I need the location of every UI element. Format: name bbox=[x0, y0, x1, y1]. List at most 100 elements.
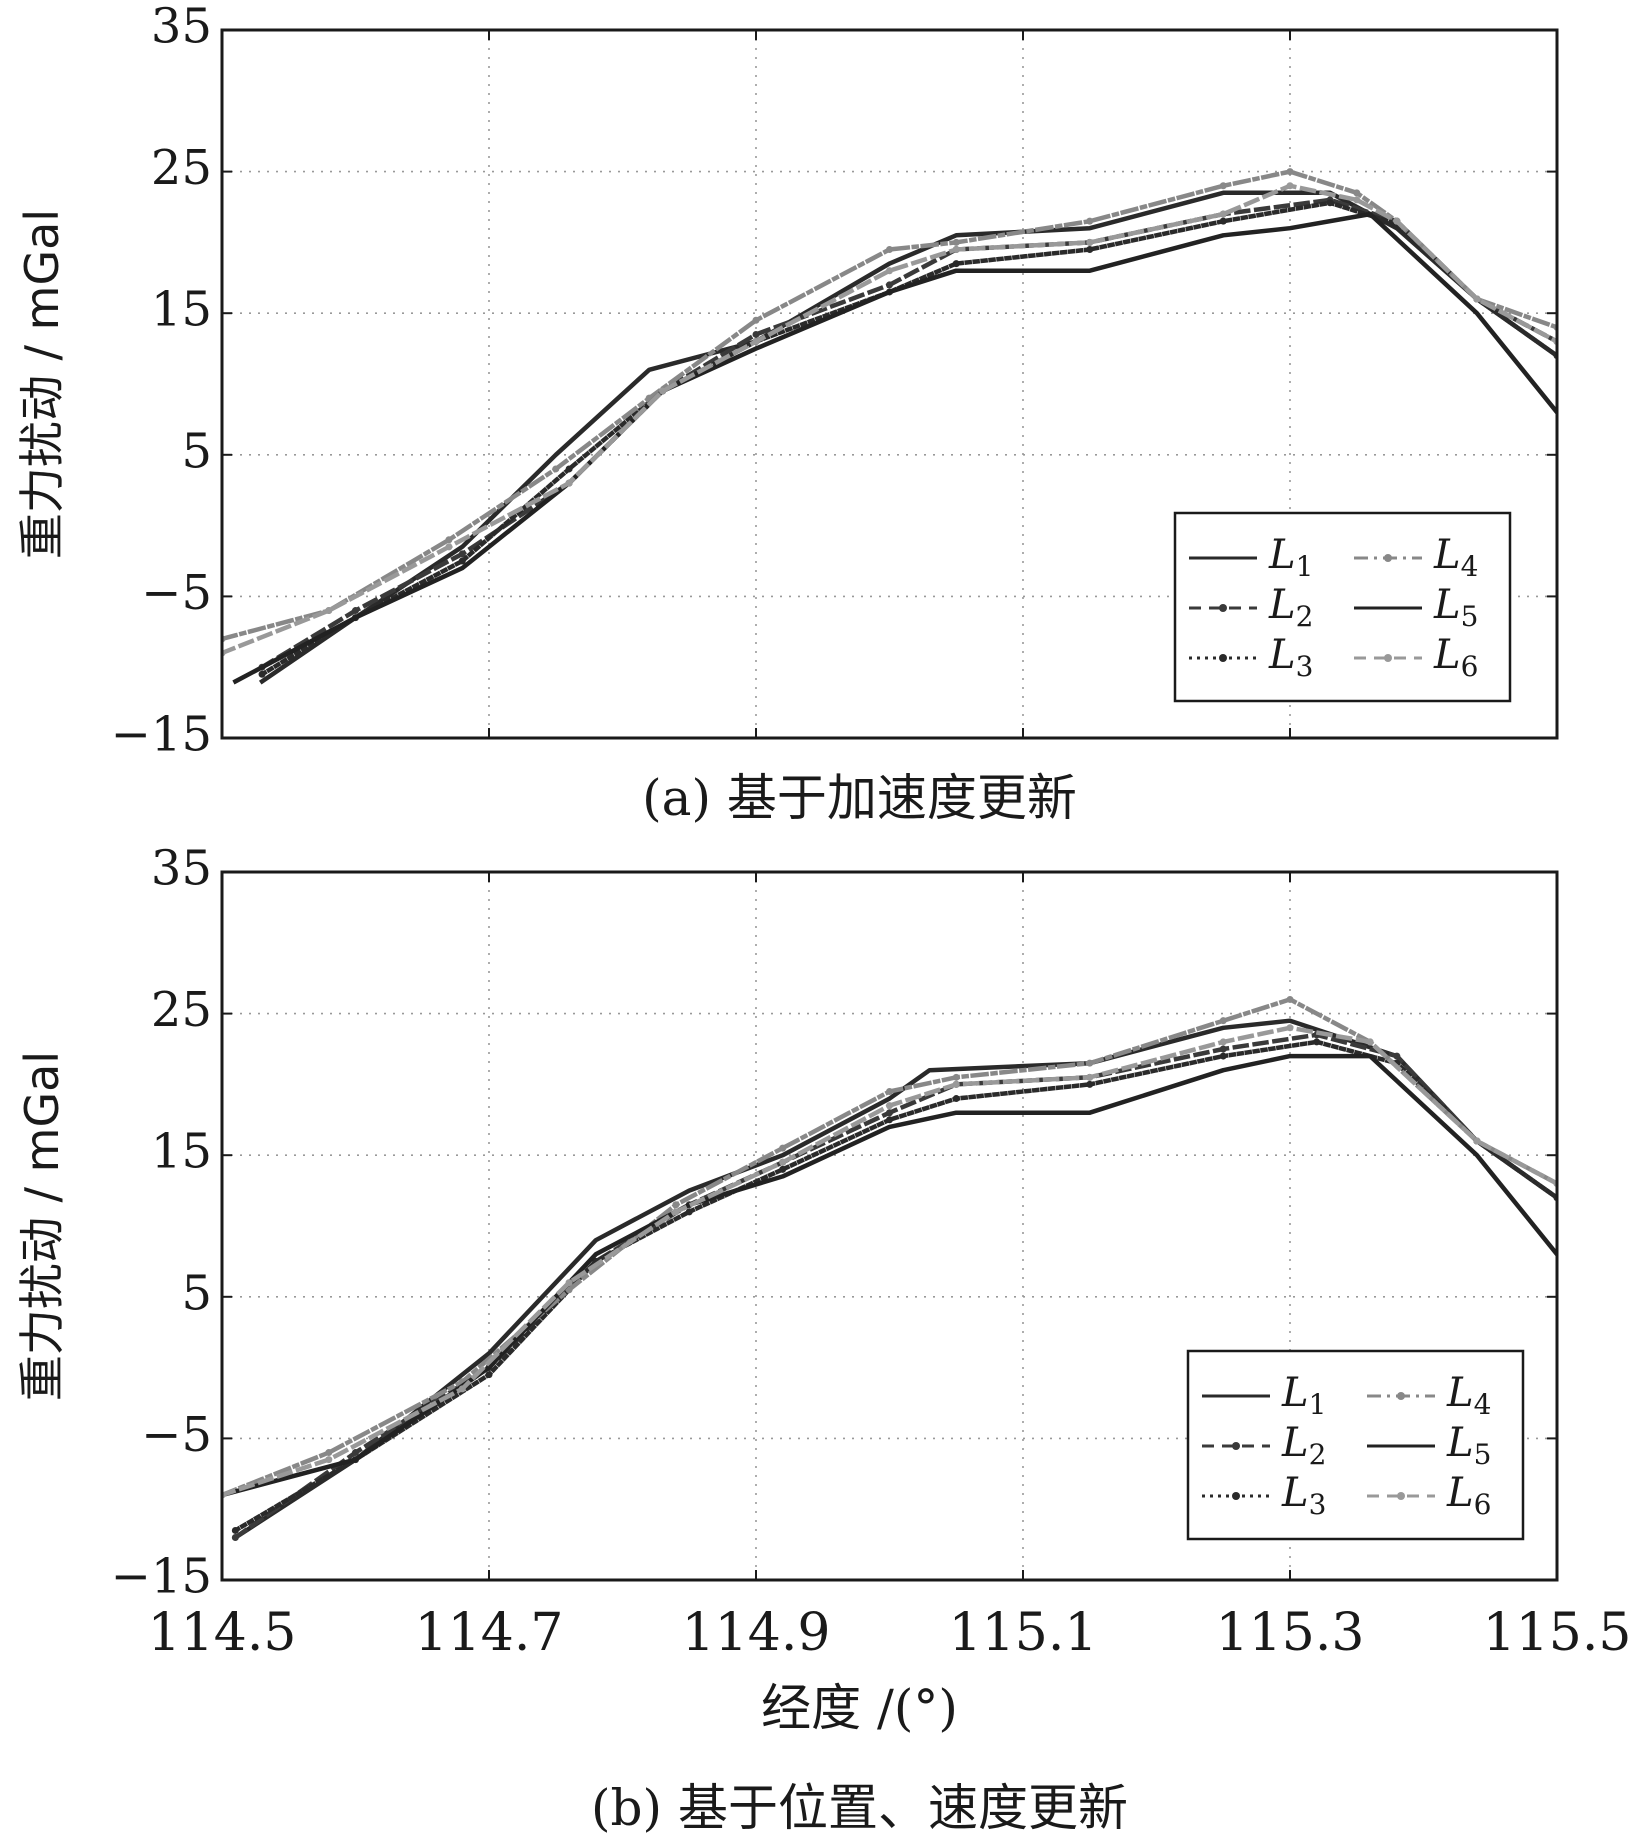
series-point-l4 bbox=[565, 1286, 573, 1294]
y-tick-label: −5 bbox=[141, 565, 212, 621]
series-point-l3 bbox=[886, 1116, 893, 1124]
series-point-l6 bbox=[325, 607, 333, 615]
series-point-l2 bbox=[886, 281, 893, 289]
series-point-l4 bbox=[325, 1449, 333, 1457]
series-point-l3 bbox=[952, 1095, 960, 1103]
series-point-l6 bbox=[1366, 1038, 1374, 1046]
series-line-l3 bbox=[259, 200, 1557, 678]
series-group bbox=[222, 168, 1557, 685]
series-point-l6 bbox=[779, 1158, 787, 1166]
series-point-l4 bbox=[1286, 168, 1294, 176]
series-point-l6 bbox=[886, 267, 893, 275]
x-tick-label: 115.5 bbox=[1483, 1603, 1629, 1663]
series-point-l3 bbox=[1219, 217, 1227, 225]
series-point-l3 bbox=[685, 1208, 693, 1216]
series-point-l4 bbox=[952, 238, 960, 246]
series-line-l3 bbox=[232, 1039, 1557, 1534]
legend-marker-l2 bbox=[1232, 1442, 1240, 1450]
series-point-l6 bbox=[1393, 217, 1401, 225]
series-line-l6 bbox=[222, 1025, 1557, 1498]
series-point-l4 bbox=[752, 316, 760, 324]
series-point-l2 bbox=[1393, 1052, 1401, 1060]
y-tick-label: 15 bbox=[151, 1124, 212, 1180]
series-point-l2 bbox=[1219, 1045, 1227, 1053]
series-line-l5 bbox=[232, 211, 1557, 685]
x-tick-label: 115.3 bbox=[1216, 1603, 1365, 1663]
series-line-l4 bbox=[222, 997, 1557, 1498]
series-point-l6 bbox=[752, 338, 760, 346]
series-point-l2 bbox=[352, 607, 359, 615]
series-point-l4 bbox=[672, 1201, 680, 1209]
legend-marker-l3 bbox=[1232, 1492, 1240, 1500]
series-point-l3 bbox=[779, 1165, 787, 1173]
series-point-l6 bbox=[1473, 1137, 1481, 1145]
series-point-l4 bbox=[779, 1144, 787, 1152]
series-line-l5 bbox=[222, 1053, 1557, 1498]
x-tick-label: 114.9 bbox=[682, 1603, 831, 1663]
series-point-l3 bbox=[258, 670, 266, 678]
series-point-l6 bbox=[565, 479, 573, 487]
y-axis-label: 重力扰动 / mGal bbox=[15, 1051, 69, 1401]
series-point-l6 bbox=[1286, 182, 1294, 190]
series-point-l4 bbox=[1086, 1059, 1094, 1067]
y-tick-label: 5 bbox=[181, 1265, 212, 1321]
series-point-l6 bbox=[886, 1102, 893, 1110]
x-tick-label: 115.1 bbox=[949, 1603, 1098, 1663]
y-tick-label: 15 bbox=[151, 282, 212, 338]
series-point-l2 bbox=[352, 1449, 359, 1457]
legend-marker-l3 bbox=[1219, 654, 1227, 662]
series-point-l3 bbox=[1219, 1052, 1227, 1060]
series-point-l3 bbox=[1313, 1038, 1321, 1046]
series-point-l2 bbox=[886, 1109, 893, 1117]
series-point-l6 bbox=[1219, 210, 1227, 218]
series-point-l2 bbox=[458, 550, 466, 558]
series-point-l4 bbox=[552, 465, 560, 473]
y-tick-label: 5 bbox=[181, 423, 212, 479]
series-point-l3 bbox=[1326, 199, 1334, 207]
series-point-l2 bbox=[752, 330, 760, 338]
series-group bbox=[222, 995, 1557, 1542]
series-point-l6 bbox=[1086, 1073, 1094, 1081]
series-point-l6 bbox=[325, 1456, 333, 1464]
y-tick-label: −15 bbox=[111, 707, 212, 763]
series-point-l4 bbox=[1353, 189, 1361, 197]
series-point-l6 bbox=[1086, 238, 1094, 246]
series-point-l6 bbox=[445, 543, 453, 551]
series-point-l6 bbox=[952, 1080, 960, 1088]
series-point-l6 bbox=[952, 245, 960, 253]
series-point-l6 bbox=[458, 1385, 466, 1393]
series-point-l4 bbox=[952, 1073, 960, 1081]
series-point-l6 bbox=[1353, 196, 1361, 204]
y-tick-label: −5 bbox=[141, 1407, 212, 1463]
y-tick-label: 25 bbox=[151, 982, 212, 1038]
series-point-l6 bbox=[1286, 1024, 1294, 1032]
series-point-l4 bbox=[886, 1087, 893, 1095]
series-point-l4 bbox=[445, 536, 453, 544]
plot-frame bbox=[220, 870, 1559, 1582]
series-point-l4 bbox=[1219, 182, 1227, 190]
panel-caption: (b) 基于位置、速度更新 bbox=[591, 1779, 1128, 1837]
series-point-l4 bbox=[1086, 217, 1094, 225]
legend-marker-l6 bbox=[1397, 1492, 1405, 1500]
y-tick-label: 25 bbox=[151, 140, 212, 196]
series-point-l4 bbox=[1286, 995, 1294, 1003]
legend-marker-l6 bbox=[1384, 654, 1392, 662]
plot-frame bbox=[220, 28, 1559, 740]
series-point-l6 bbox=[659, 387, 667, 395]
series-point-l3 bbox=[565, 465, 573, 473]
y-tick-label: 35 bbox=[151, 0, 212, 55]
y-tick-label: −15 bbox=[111, 1549, 212, 1605]
legend-marker-l2 bbox=[1219, 604, 1227, 612]
series-point-l3 bbox=[952, 260, 960, 268]
series-point-l2 bbox=[231, 1534, 239, 1542]
series-point-l3 bbox=[1086, 1080, 1094, 1088]
series-point-l4 bbox=[886, 245, 893, 253]
x-tick-label: 114.5 bbox=[148, 1603, 297, 1663]
panel-caption: (a) 基于加速度更新 bbox=[642, 769, 1077, 827]
legend-marker-l4 bbox=[1397, 1392, 1405, 1400]
series-point-l4 bbox=[1219, 1017, 1227, 1025]
chart-panel-a: −15 −5 5 15 25 35 重力扰动 / mGal (a) 基于加速度更新 L1L2L3… bbox=[15, 0, 1559, 827]
legend-label-l1: L1 bbox=[1281, 1370, 1326, 1421]
